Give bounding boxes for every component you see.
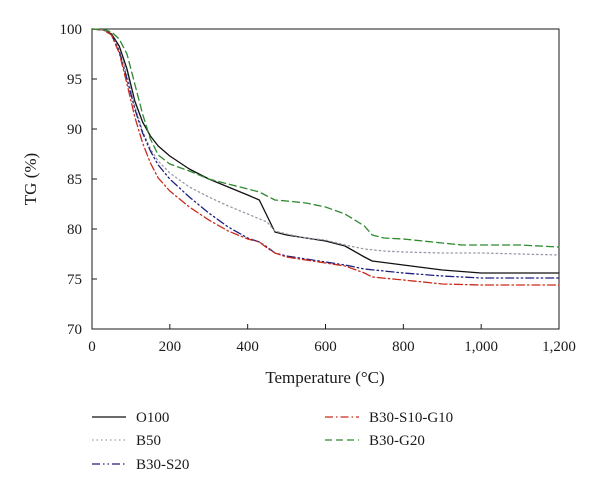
- legend: O100 B50 B30-S20 B30-S10-G10 B30-G20: [92, 410, 453, 473]
- series-line-b50: [91, 28, 560, 256]
- series-line-b30-g20: [91, 28, 560, 248]
- x-tick-label: 1,000: [464, 339, 498, 355]
- y-tick-label: 75: [67, 272, 82, 288]
- x-tick-label: 800: [392, 339, 415, 355]
- legend-item-b30-g20: B30-G20: [325, 433, 425, 449]
- y-tick-label: 95: [67, 72, 82, 88]
- y-axis-ticks: 70 75 80 85 90 95 100: [60, 22, 97, 338]
- x-tick-label: 600: [314, 339, 337, 355]
- x-axis-label: Temperature (°C): [265, 368, 384, 387]
- y-tick-label: 80: [67, 222, 82, 238]
- y-axis-label: TG (%): [21, 153, 40, 205]
- x-tick-label: 0: [88, 339, 96, 355]
- legend-item-b50: B50: [92, 433, 161, 449]
- legend-item-b30-s20: B30-S20: [92, 457, 189, 473]
- plot-area: 0 200 400 600 800 1,000 1,200 70 75 80 85 90 95 100: [60, 22, 576, 355]
- legend-label: B50: [136, 433, 161, 449]
- legend-item-o100: O100: [92, 410, 169, 426]
- legend-label: B30-S20: [136, 457, 189, 473]
- y-tick-label: 90: [67, 122, 82, 138]
- legend-label: B30-G20: [369, 433, 425, 449]
- x-axis-ticks: 0 200 400 600 800 1,000 1,200: [88, 324, 576, 355]
- y-tick-label: 85: [67, 172, 82, 188]
- plot-frame: [91, 28, 560, 330]
- y-tick-label: 100: [60, 22, 83, 38]
- x-tick-label: 1,200: [542, 339, 576, 355]
- series-lines: [91, 28, 560, 286]
- legend-label: O100: [136, 410, 169, 426]
- series-line-b30-s10-g10: [91, 28, 560, 286]
- x-tick-label: 400: [236, 339, 259, 355]
- legend-item-b30-s10-g10: B30-S10-G10: [325, 410, 453, 426]
- series-line-o100: [91, 28, 560, 274]
- x-tick-label: 200: [159, 339, 182, 355]
- y-tick-label: 70: [67, 322, 82, 338]
- legend-label: B30-S10-G10: [369, 410, 453, 426]
